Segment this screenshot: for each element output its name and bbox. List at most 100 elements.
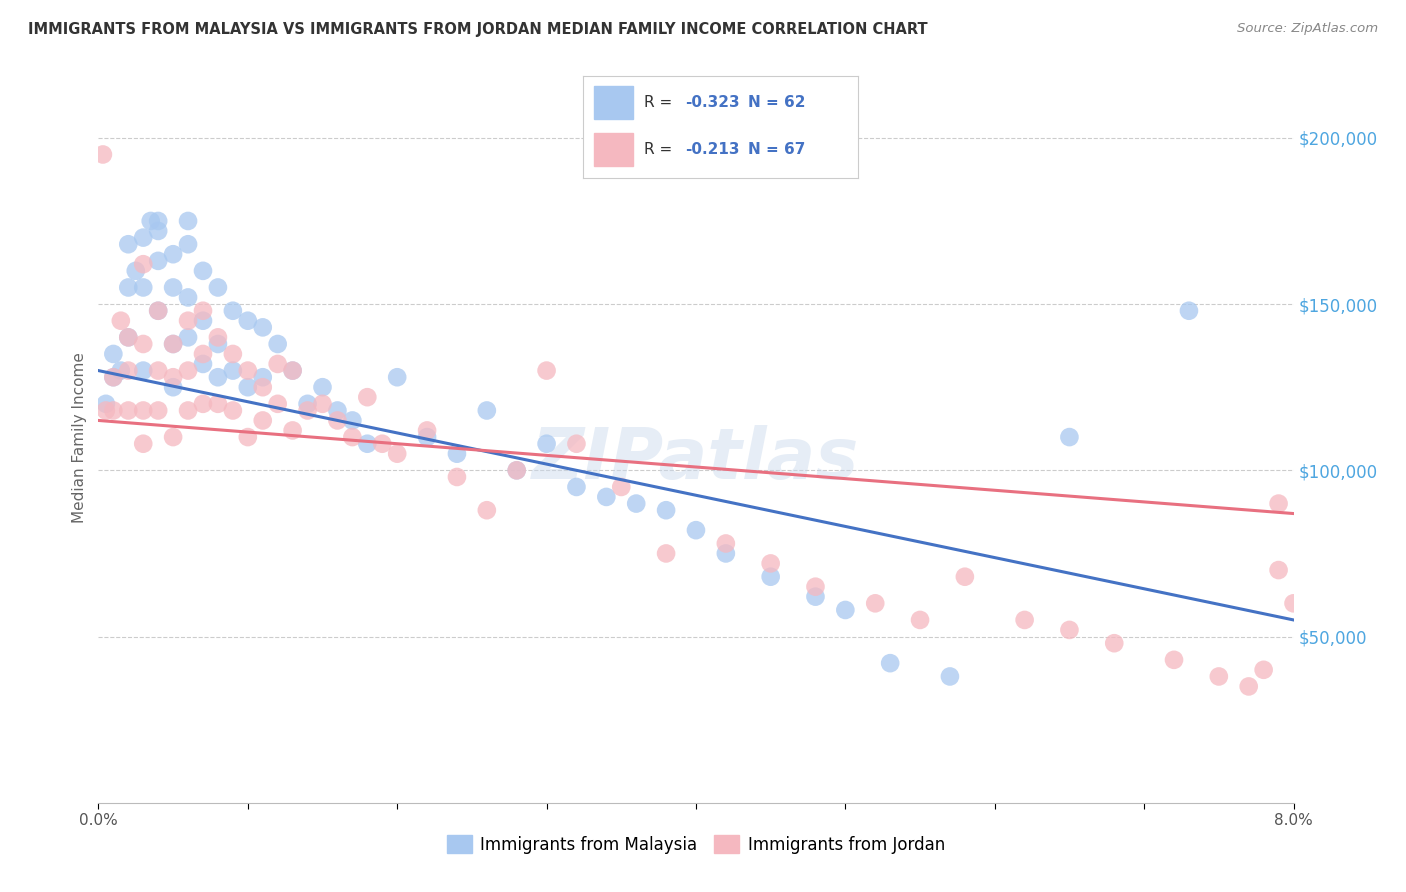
Point xyxy=(162,337,184,351)
Point xyxy=(117,280,139,294)
Point xyxy=(385,447,409,461)
Point xyxy=(132,337,155,351)
Point xyxy=(132,363,155,377)
Text: IMMIGRANTS FROM MALAYSIA VS IMMIGRANTS FROM JORDAN MEDIAN FAMILY INCOME CORRELAT: IMMIGRANTS FROM MALAYSIA VS IMMIGRANTS F… xyxy=(28,22,928,37)
Point xyxy=(132,436,155,450)
Point xyxy=(342,413,364,427)
Point xyxy=(117,237,139,252)
Point xyxy=(536,363,558,377)
Text: ZIPatlas: ZIPatlas xyxy=(533,425,859,493)
Text: -0.323: -0.323 xyxy=(685,95,740,110)
Point xyxy=(103,347,125,361)
Point xyxy=(1059,430,1081,444)
Point xyxy=(879,656,901,670)
Text: -0.213: -0.213 xyxy=(685,142,740,157)
Point xyxy=(207,397,229,411)
Point xyxy=(191,357,214,371)
Point xyxy=(595,490,617,504)
Point xyxy=(281,363,304,377)
Point xyxy=(162,380,184,394)
Point xyxy=(177,330,200,344)
Point xyxy=(110,314,132,328)
Point xyxy=(297,403,319,417)
Point xyxy=(191,303,214,318)
Point xyxy=(267,337,290,351)
Point xyxy=(297,397,319,411)
Text: N = 62: N = 62 xyxy=(748,95,806,110)
Point xyxy=(148,303,170,318)
Point xyxy=(385,370,409,384)
Point xyxy=(267,397,290,411)
Point xyxy=(1208,669,1230,683)
Point xyxy=(356,390,378,404)
Text: R =: R = xyxy=(644,95,676,110)
Point xyxy=(475,503,498,517)
Point xyxy=(222,403,245,417)
Point xyxy=(191,314,214,328)
Point xyxy=(162,370,184,384)
Point xyxy=(207,280,229,294)
Point xyxy=(236,380,259,394)
Point xyxy=(177,314,200,328)
Point xyxy=(177,363,200,377)
Point xyxy=(475,403,498,417)
Point xyxy=(326,413,349,427)
Point xyxy=(236,363,259,377)
Point xyxy=(148,253,170,268)
Point xyxy=(252,320,274,334)
Point xyxy=(1104,636,1126,650)
Point xyxy=(685,523,707,537)
Point xyxy=(117,363,139,377)
Point xyxy=(162,247,184,261)
Point xyxy=(162,280,184,294)
Point xyxy=(565,480,588,494)
Text: Source: ZipAtlas.com: Source: ZipAtlas.com xyxy=(1237,22,1378,36)
Point xyxy=(626,497,648,511)
Point xyxy=(148,214,170,228)
Point xyxy=(1163,653,1185,667)
Point xyxy=(714,546,737,560)
Point xyxy=(91,147,114,161)
Point xyxy=(371,436,394,450)
Point xyxy=(103,370,125,384)
Point xyxy=(117,330,139,344)
Point xyxy=(1267,497,1289,511)
Point xyxy=(342,430,364,444)
Point xyxy=(953,570,976,584)
Point xyxy=(117,330,139,344)
Point xyxy=(759,557,782,571)
Point xyxy=(446,447,468,461)
Point xyxy=(311,380,333,394)
Point xyxy=(94,403,117,417)
Point xyxy=(132,280,155,294)
Point xyxy=(191,397,214,411)
Point xyxy=(148,224,170,238)
Point xyxy=(148,403,170,417)
Point xyxy=(207,370,229,384)
Point xyxy=(132,257,155,271)
Point xyxy=(446,470,468,484)
Bar xyxy=(595,87,633,119)
Point xyxy=(1178,303,1201,318)
Point xyxy=(132,230,155,244)
Point xyxy=(191,264,214,278)
Point xyxy=(865,596,887,610)
Text: N = 67: N = 67 xyxy=(748,142,806,157)
Point xyxy=(1014,613,1036,627)
Point xyxy=(162,337,184,351)
Point xyxy=(281,424,304,438)
Point xyxy=(1059,623,1081,637)
Point xyxy=(162,430,184,444)
Point xyxy=(356,436,378,450)
Point xyxy=(252,413,274,427)
Point xyxy=(1282,596,1305,610)
Bar xyxy=(595,133,633,166)
Point xyxy=(139,214,162,228)
Y-axis label: Median Family Income: Median Family Income xyxy=(72,351,87,523)
Point xyxy=(236,430,259,444)
Point xyxy=(416,424,439,438)
Point xyxy=(222,347,245,361)
Point xyxy=(103,403,125,417)
Point xyxy=(103,370,125,384)
Point xyxy=(311,397,333,411)
